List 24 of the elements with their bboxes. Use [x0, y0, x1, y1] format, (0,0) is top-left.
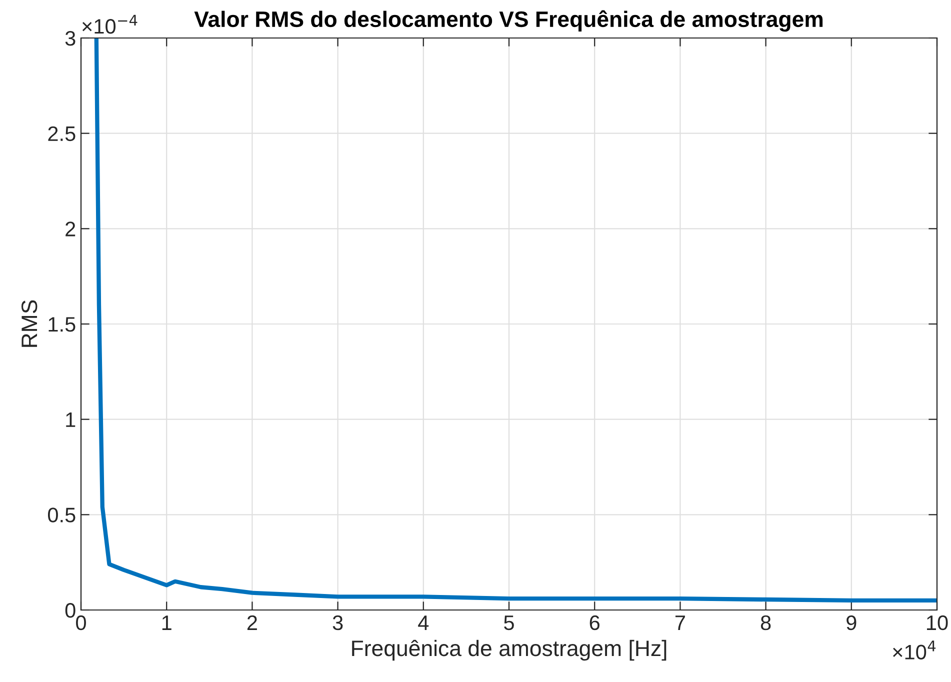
x-axis-title: Frequênica de amostragem [Hz] [352, 640, 666, 661]
y-tick-label: 3 [65, 31, 76, 46]
x-tick-label: 10 [927, 615, 948, 630]
x-tick-label: 3 [332, 615, 343, 630]
x-tick-label: 5 [504, 616, 514, 630]
y-tick-label: 0.5 [48, 508, 76, 522]
x-tick-label: 6 [590, 615, 600, 630]
x-tick-label: 1 [162, 616, 172, 630]
text: ×10$^{4}$ [893, 640, 936, 660]
y-tick-label: 1 [66, 412, 76, 427]
y-tick-label: 2 [66, 222, 76, 236]
line-series [94, 38, 937, 603]
x-tick-label: 4 [418, 616, 429, 630]
x-tick-label: 8 [760, 615, 771, 630]
x-tick-label: 7 [675, 616, 685, 630]
x-tick-label: 9 [846, 615, 856, 630]
x-tick-label: 2 [247, 615, 257, 630]
x-tick-label: 0 [76, 615, 86, 630]
chart-title: Valor RMS do deslocamento VS Frequênica de amostragem [194, 10, 823, 32]
y-tick-label: 1.5 [48, 317, 76, 332]
y-tick-label: 2.5 [48, 126, 76, 142]
y-axis-title: RMS [21, 300, 38, 347]
text: ×10$^{−4}$ [82, 14, 138, 34]
y-tick-label: 0 [65, 603, 76, 618]
